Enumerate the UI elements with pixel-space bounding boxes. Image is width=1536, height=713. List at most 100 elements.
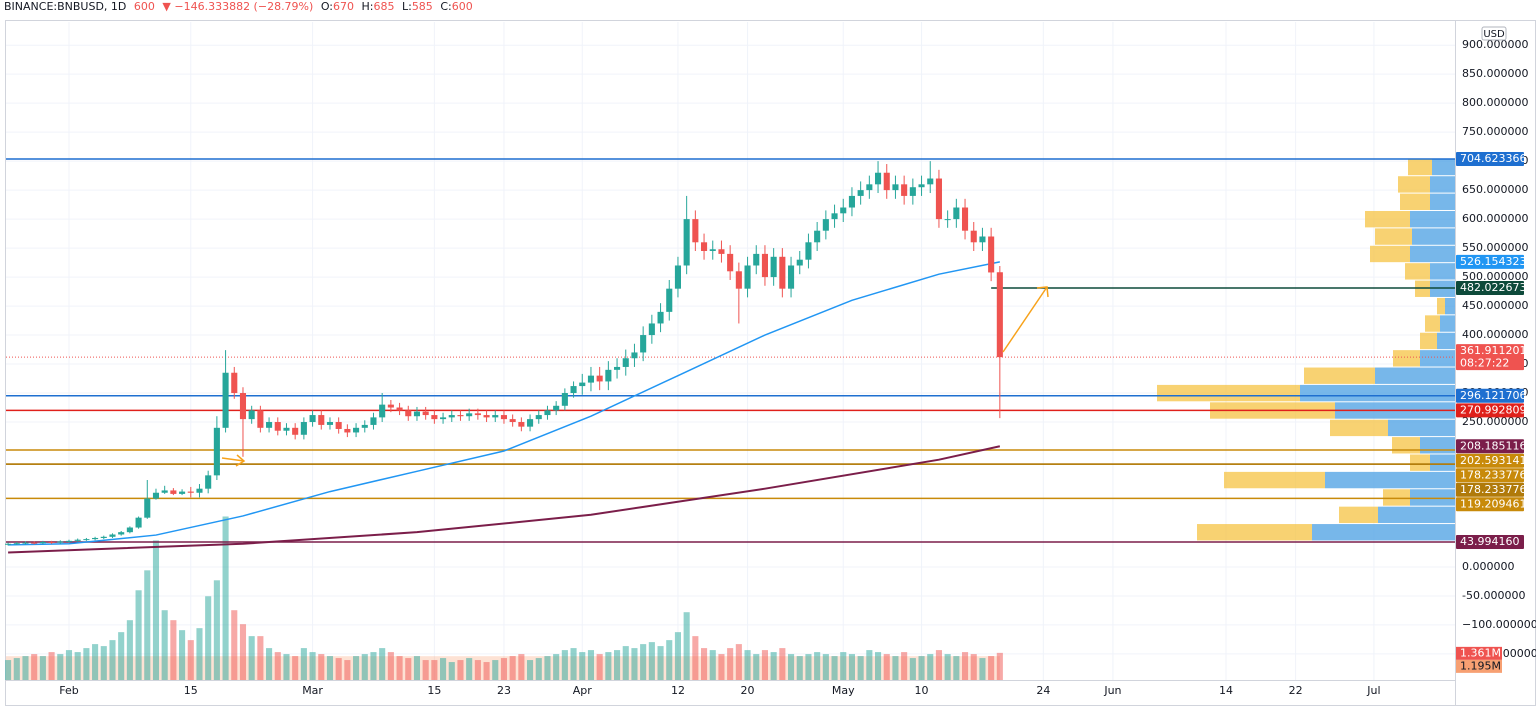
y-tick-label: 400.000000 <box>1462 328 1528 341</box>
volume-bar <box>274 652 281 680</box>
volume-bar <box>448 662 455 680</box>
levels <box>6 158 1455 543</box>
volume-bar <box>988 656 995 680</box>
candle-body <box>387 404 394 408</box>
price-label-box <box>1456 534 1524 549</box>
candle-body <box>74 539 81 541</box>
volume-bar <box>309 652 316 680</box>
profile-down <box>1197 524 1312 541</box>
volume-bar <box>387 652 394 680</box>
volume-bar <box>944 654 951 680</box>
volume-bar <box>405 658 412 680</box>
volume-bar <box>457 660 464 680</box>
candle-body <box>161 490 168 493</box>
candle-body <box>761 253 768 278</box>
volume-bar <box>840 652 847 680</box>
candle-body <box>822 219 829 231</box>
profile-up <box>1432 158 1455 176</box>
profile-down <box>1410 454 1430 471</box>
profile-up <box>1445 297 1455 315</box>
candle-body <box>92 537 99 540</box>
volume-profile <box>1157 158 1455 541</box>
price-label-box <box>1456 151 1524 166</box>
volume-bar <box>640 644 647 680</box>
candle-body <box>683 219 690 266</box>
x-tick-label: 12 <box>671 684 685 697</box>
candle-body <box>518 422 525 427</box>
volume-bar <box>761 650 768 680</box>
volume-bar <box>379 648 386 680</box>
profile-up <box>1410 210 1455 228</box>
candle-body <box>405 410 412 417</box>
price-label: 178.233776 <box>1460 483 1526 496</box>
x-tick-label: 14 <box>1219 684 1233 697</box>
candle-body <box>457 415 464 417</box>
y-tick-label: 450.000000 <box>1462 299 1528 312</box>
candle-body <box>379 404 386 418</box>
volume-bar <box>144 570 151 680</box>
candle-body <box>614 366 621 370</box>
symbol: BINANCE:BNBUSD, 1D <box>4 0 127 13</box>
volume-bar <box>857 656 864 680</box>
volume-bar <box>709 650 716 680</box>
profile-down <box>1375 228 1412 245</box>
profile-up <box>1410 245 1455 263</box>
price-label: 296.121706 <box>1460 389 1526 402</box>
profile-up <box>1388 419 1455 437</box>
volume-bar <box>257 636 264 680</box>
volume-bar <box>248 636 255 680</box>
volume-bar <box>57 654 64 680</box>
volume-bar <box>718 654 725 680</box>
price-label: 119.209461 <box>1460 497 1526 510</box>
candle-body <box>509 419 516 423</box>
x-tick-label: Mar <box>302 684 323 697</box>
volume-bar <box>561 650 568 680</box>
volume-bar <box>814 652 821 680</box>
price-label-box <box>1456 403 1524 418</box>
ohlc-close: C:600 <box>440 0 472 13</box>
candle-body <box>22 542 29 544</box>
profile-down <box>1408 158 1432 176</box>
legend: BINANCE:BNBUSD, 1D 600 ▼ −146.333882 (−2… <box>4 0 477 14</box>
candle-body <box>370 417 377 425</box>
volume-bar <box>648 642 655 680</box>
candle-body <box>596 375 603 382</box>
volume-bar <box>440 658 447 680</box>
profile-down <box>1224 471 1325 489</box>
volume-bar <box>39 656 46 680</box>
volume-bar <box>361 654 368 680</box>
profile-down <box>1304 367 1375 384</box>
candle-body <box>814 230 821 243</box>
candle-body <box>640 335 647 353</box>
profile-up <box>1430 176 1455 193</box>
candle-body <box>587 375 595 383</box>
candle-body <box>918 184 925 188</box>
candle-body <box>648 323 655 336</box>
candle-body <box>213 427 220 476</box>
volume-bar <box>822 654 829 680</box>
profile-down <box>1370 245 1410 263</box>
x-tick-label: May <box>832 684 855 697</box>
ohlc-label: H: <box>361 0 374 13</box>
candle-body <box>631 352 638 359</box>
candle-body <box>396 407 403 411</box>
profile-up <box>1410 489 1455 506</box>
volume-bar <box>674 632 681 680</box>
candle-body <box>857 190 864 196</box>
arrows <box>221 286 1049 467</box>
candle-body <box>805 242 812 260</box>
volume-bar <box>570 648 577 680</box>
volume-bar <box>866 650 873 680</box>
price-label: 704.623366 <box>1460 152 1526 165</box>
volume-bar <box>901 652 908 680</box>
volume-bar <box>527 660 534 680</box>
candle-body <box>440 417 447 420</box>
volume-ma-label: 1.195M <box>1460 659 1501 672</box>
candle-body <box>944 219 951 221</box>
candle-body <box>448 415 455 418</box>
profile-up <box>1375 367 1455 384</box>
candle-body <box>196 488 203 493</box>
candle-body <box>840 207 847 214</box>
y-tick-label: 500.000000 <box>1462 270 1528 283</box>
